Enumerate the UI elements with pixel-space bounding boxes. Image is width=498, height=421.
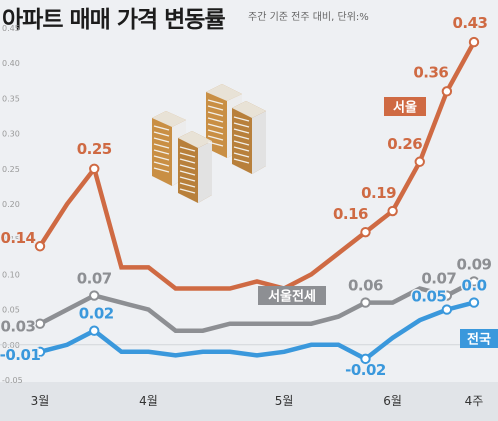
y-tick-label: 0.25 xyxy=(2,165,20,174)
x-tick-label: 3월 xyxy=(31,394,50,408)
x-axis-band xyxy=(0,382,498,421)
data-label: 0.07 xyxy=(421,270,456,288)
data-point xyxy=(360,226,371,238)
data-point xyxy=(89,290,100,301)
series-label: 서울전세 xyxy=(268,289,316,305)
series-line xyxy=(39,300,475,362)
data-point xyxy=(34,241,46,252)
x-tick-label: 4주 xyxy=(465,394,484,408)
x-tick-label: 4월 xyxy=(139,394,158,408)
data-point xyxy=(441,86,453,97)
x-tick-label: 5월 xyxy=(275,394,294,408)
data-label: 0.0 xyxy=(461,277,486,295)
chart-subtitle: 주간 기준 전주 대비, 단위:% xyxy=(248,12,369,23)
series-label: 전국 xyxy=(467,332,491,348)
data-point xyxy=(441,290,453,301)
data-label: 0.03 xyxy=(0,318,35,336)
y-tick-label: 0.45 xyxy=(2,24,20,33)
data-point xyxy=(468,36,480,48)
data-point xyxy=(34,346,46,358)
data-label: -0.01 xyxy=(0,346,40,364)
x-tick-label: 6월 xyxy=(383,394,402,408)
y-tick-label: 0.05 xyxy=(2,306,20,315)
series-line xyxy=(38,41,476,291)
data-label: -0.02 xyxy=(345,361,386,379)
y-tick-label: 0.10 xyxy=(2,270,20,279)
apartment-buildings-icon xyxy=(152,84,266,203)
y-tick-label: 0.35 xyxy=(2,94,20,103)
data-point xyxy=(34,318,46,329)
data-label: 0.19 xyxy=(361,184,396,202)
y-tick-label: -0.05 xyxy=(2,376,23,385)
series-label-box xyxy=(460,329,498,348)
data-label: 0.02 xyxy=(79,305,114,323)
data-label: 0.36 xyxy=(413,63,448,81)
data-point xyxy=(441,304,453,315)
series-line xyxy=(38,279,476,333)
data-label: 0.14 xyxy=(0,229,35,247)
y-tick-label: 0.40 xyxy=(2,59,20,68)
data-point xyxy=(414,156,425,167)
data-point xyxy=(89,325,100,336)
data-point xyxy=(468,297,480,308)
data-point xyxy=(360,353,371,365)
data-label: 0.05 xyxy=(411,288,446,306)
data-label: 0.07 xyxy=(77,270,112,288)
data-label: 0.26 xyxy=(387,135,422,153)
chart-title: 아파트 매매 가격 변동률 xyxy=(2,7,226,33)
y-tick-label: 0.15 xyxy=(2,235,20,244)
series-label-box xyxy=(384,97,426,116)
data-label: 0.25 xyxy=(77,140,112,158)
series-label-box xyxy=(258,286,326,305)
data-point xyxy=(89,163,100,175)
y-tick-label: 0.20 xyxy=(2,200,20,209)
data-label: 0.09 xyxy=(456,255,491,273)
y-tick-label: 0.30 xyxy=(2,130,20,139)
data-point xyxy=(468,276,480,287)
data-label: 0.06 xyxy=(348,277,383,295)
data-label: 0.16 xyxy=(333,205,368,223)
data-point xyxy=(360,297,371,308)
data-label: 0.43 xyxy=(452,14,487,32)
series-label: 서울 xyxy=(393,100,417,116)
data-point xyxy=(387,205,398,217)
